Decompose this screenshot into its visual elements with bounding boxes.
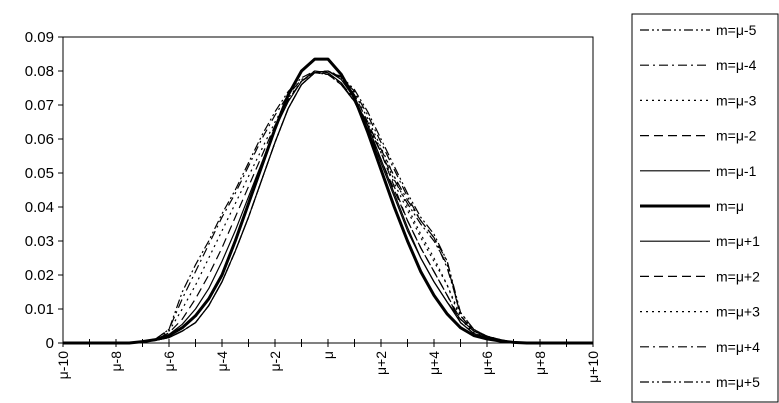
y-tick-label: 0.08 bbox=[25, 63, 54, 80]
y-tick-label: 0.01 bbox=[25, 301, 54, 318]
y-axis: 0 0.01 0.02 0.03 0.04 0.05 0.06 0.07 0.08 0.09 bbox=[25, 29, 63, 352]
x-tick-label: μ+10 bbox=[585, 351, 601, 383]
x-tick-label: μ+2 bbox=[373, 351, 389, 375]
y-tick-label: 0.04 bbox=[25, 199, 54, 216]
legend-label: m=μ-1 bbox=[716, 163, 757, 179]
x-tick-label: μ-10 bbox=[55, 351, 71, 380]
y-tick-label: 0.07 bbox=[25, 97, 54, 114]
y-tick-label: 0.06 bbox=[25, 131, 54, 148]
legend-label: m=μ-3 bbox=[716, 92, 757, 108]
y-tick-label: 0.02 bbox=[25, 267, 54, 284]
x-tick-label: μ+4 bbox=[426, 351, 442, 375]
x-tick-label: μ-2 bbox=[267, 351, 283, 372]
legend-box bbox=[631, 13, 779, 403]
x-axis: μ-10 μ-8 μ-6 μ-4 μ-2 μ μ+2 μ+4 μ+6 μ+8 μ+10 bbox=[55, 339, 601, 383]
x-tick-label: μ+6 bbox=[479, 351, 495, 375]
y-tick-label: 0 bbox=[46, 335, 54, 352]
x-tick-label: μ bbox=[320, 351, 336, 359]
legend-label: m=μ+5 bbox=[716, 374, 760, 390]
y-tick-label: 0.05 bbox=[25, 165, 54, 182]
series-lines bbox=[63, 57, 593, 345]
plot-frame bbox=[62, 36, 594, 344]
x-tick-label: μ-4 bbox=[214, 351, 230, 372]
legend-label: m=μ bbox=[716, 198, 744, 214]
legend-label: m=μ+3 bbox=[716, 304, 760, 320]
plot-area: 0 0.01 0.02 0.03 0.04 0.05 0.06 0.07 0.08 0.09 μ-… bbox=[25, 29, 601, 383]
legend-label: m=μ-4 bbox=[716, 57, 757, 73]
legend-label: m=μ+2 bbox=[716, 268, 760, 284]
legend-label: m=μ+1 bbox=[716, 233, 760, 249]
y-tick-label: 0.09 bbox=[25, 29, 54, 46]
x-tick-label: μ-6 bbox=[161, 351, 177, 372]
legend: m=μ-5 m=μ-4 m=μ-3 m=μ-2 m=μ-1 m=μ m=μ+1 m=μ+2 m=… bbox=[631, 13, 779, 403]
x-tick-label: μ+8 bbox=[532, 351, 548, 375]
y-tick-label: 0.03 bbox=[25, 233, 54, 250]
legend-label: m=μ-5 bbox=[716, 22, 757, 38]
legend-label: m=μ+4 bbox=[716, 339, 760, 355]
legend-label: m=μ-2 bbox=[716, 128, 757, 144]
series-line bbox=[63, 70, 593, 344]
x-tick-label: μ-8 bbox=[108, 351, 124, 372]
